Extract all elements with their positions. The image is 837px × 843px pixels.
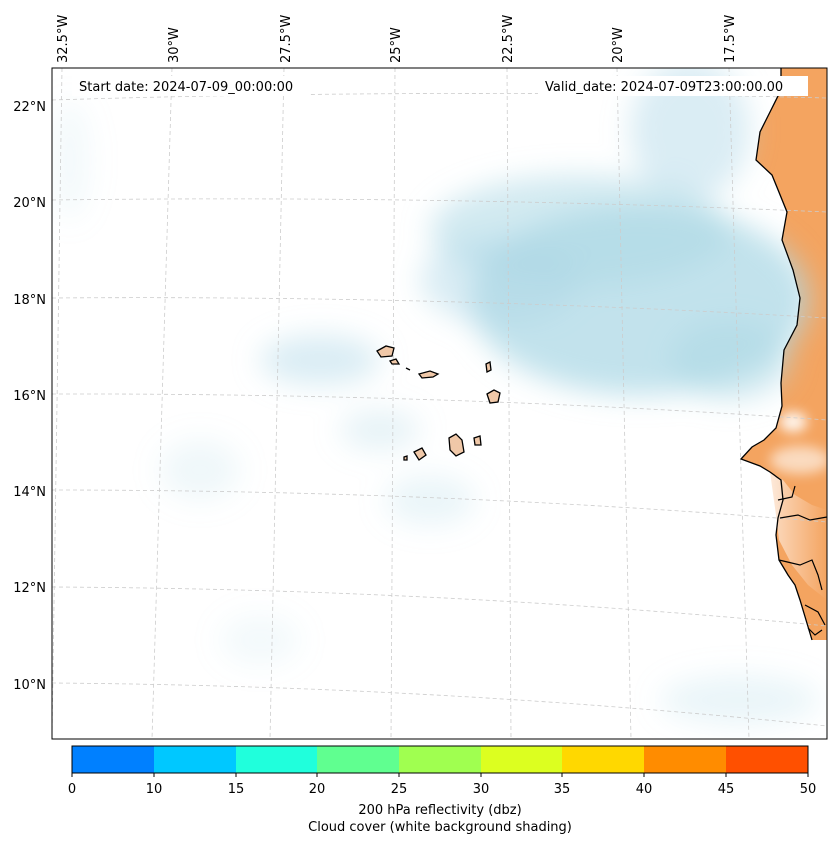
- lon-tick-labels: 32.5°W 30°W 27.5°W 25°W 22.5°W 20°W 17.5…: [56, 15, 738, 63]
- lat-tick: 18°N: [13, 293, 46, 308]
- africa-coastline: [739, 68, 813, 641]
- colorbar-swatches: [72, 746, 808, 773]
- start-date-label: Start date: 2024-07-09_00:00:00: [79, 80, 293, 95]
- lat-tick: 16°N: [13, 389, 46, 404]
- island-santo-antao: [376, 345, 395, 358]
- lon-tick: 22.5°W: [501, 15, 516, 63]
- colorbar-swatch: [317, 746, 399, 773]
- gridlines: [52, 68, 827, 739]
- colorbar-swatch: [399, 746, 481, 773]
- colorbar-swatch: [644, 746, 726, 773]
- cloud-bright-spots: [770, 412, 827, 474]
- valid-date-label: Valid_date: 2024-07-09T23:00:00.00: [545, 80, 783, 95]
- colorbar-tick-labels: 0 10 15 20 25 30 35 40 45 50: [68, 782, 816, 797]
- lat-tick: 14°N: [13, 485, 46, 500]
- colorbar-swatch: [726, 746, 808, 773]
- lat-tick: 22°N: [13, 100, 46, 115]
- gambia-coastline: [777, 485, 827, 521]
- island-fogo: [413, 447, 427, 461]
- colorbar-swatch: [562, 746, 644, 773]
- island-boa-vista: [486, 389, 501, 404]
- lat-tick: 20°N: [13, 196, 46, 211]
- island-brava: [403, 455, 408, 461]
- cape-verde-islands: [376, 345, 501, 461]
- island-sal: [485, 361, 492, 373]
- colorbar-tick-label: 10: [146, 782, 163, 797]
- colorbar-frame: [71, 745, 809, 774]
- map-frame: [51, 67, 828, 740]
- small-islets: [405, 367, 411, 371]
- colorbar-tick-label: 50: [800, 782, 817, 797]
- colorbar-swatch: [236, 746, 317, 773]
- lon-tick: 25°W: [389, 27, 404, 63]
- colorbar-tick-label: 45: [718, 782, 735, 797]
- lon-tick: 27.5°W: [279, 15, 294, 63]
- lat-tick: 12°N: [13, 581, 46, 596]
- island-santiago: [448, 433, 465, 457]
- colorbar: 0 10 15 20 25 30 35 40 45 50 200 hPa ref…: [68, 745, 816, 835]
- lon-tick: 20°W: [611, 27, 626, 63]
- lon-tick: 30°W: [167, 27, 182, 63]
- guinea-bissau-coastline: [778, 559, 826, 636]
- lat-tick: 10°N: [13, 678, 46, 693]
- lat-tick-labels: 22°N 20°N 18°N 16°N 14°N 12°N 10°N: [13, 100, 46, 693]
- lon-tick: 17.5°W: [723, 15, 738, 63]
- island-maio: [473, 435, 482, 446]
- colorbar-title: 200 hPa reflectivity (dbz): [358, 803, 521, 818]
- colorbar-tick-label: 0: [68, 782, 76, 797]
- valid-date-box: [538, 76, 808, 96]
- island-sao-vicente: [388, 358, 401, 365]
- cloud-cover: [52, 68, 820, 725]
- colorbar-tick-label: 40: [636, 782, 653, 797]
- start-date-box: [72, 76, 310, 96]
- colorbar-swatch: [481, 746, 562, 773]
- colorbar-tick-label: 25: [391, 782, 408, 797]
- colorbar-tick-label: 35: [554, 782, 571, 797]
- colorbar-ticks: [71, 773, 809, 777]
- island-sao-nicolau: [417, 370, 440, 379]
- colorbar-tick-label: 15: [228, 782, 245, 797]
- lon-tick: 32.5°W: [56, 15, 71, 63]
- colorbar-swatch: [154, 746, 236, 773]
- colorbar-swatch: [72, 746, 154, 773]
- colorbar-subtitle: Cloud cover (white background shading): [308, 820, 572, 835]
- colorbar-tick-label: 30: [473, 782, 490, 797]
- africa-land-light: [770, 472, 827, 600]
- colorbar-tick-label: 20: [309, 782, 326, 797]
